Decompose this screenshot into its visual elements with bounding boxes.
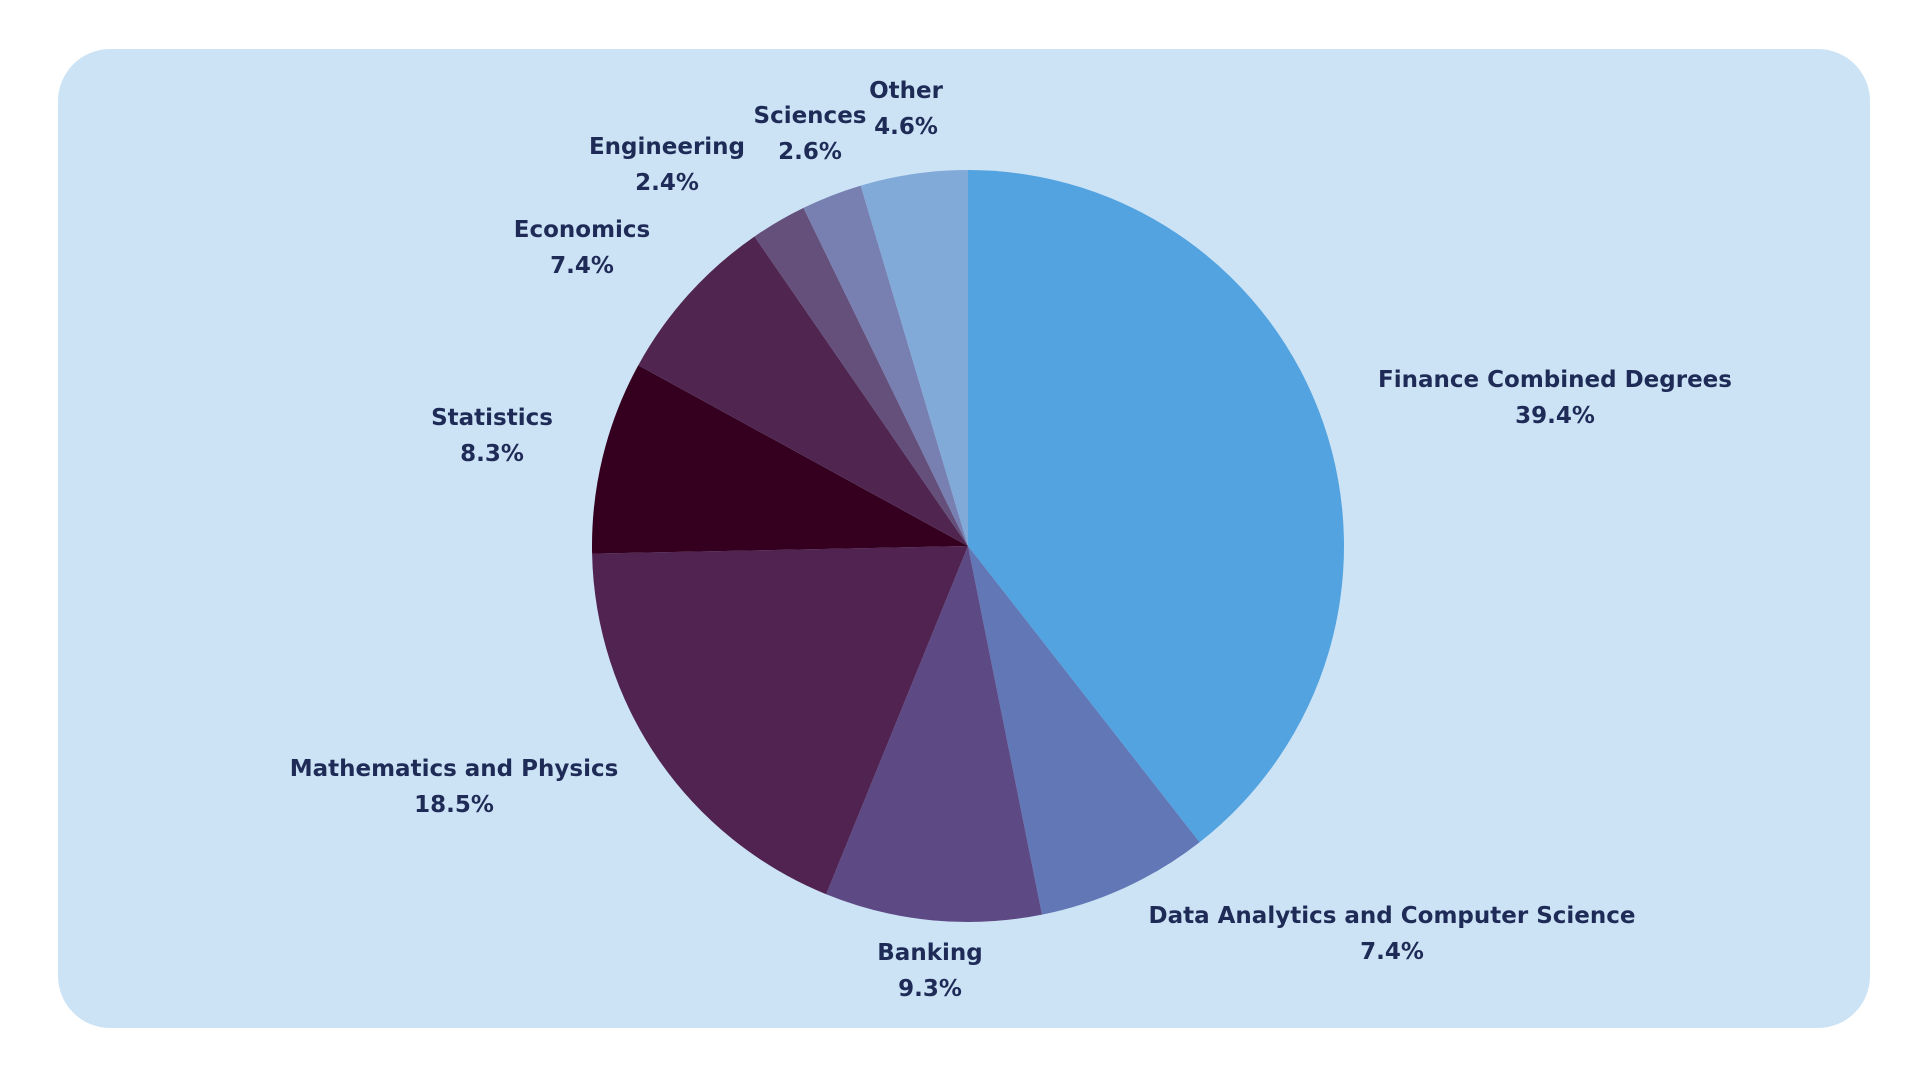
slice-value-text: 7.4% [1360,939,1424,965]
pie-slice-banking [826,546,1043,923]
slice-category-text: Finance Combined Degrees [1378,367,1732,393]
slice-value-text: 18.5% [414,792,494,818]
slice-label-sciences: Sciences 2.6% [754,103,867,165]
pie-slice-other [860,170,968,546]
pie-slice-economics [638,236,968,546]
slice-value-text: 7.4% [550,253,614,279]
slice-label-statistics: Statistics 8.3% [431,405,553,467]
slice-label-other: Other 4.6% [869,78,944,140]
pie-labels: Finance Combined Degrees 39.4% Data Analyt… [290,78,1732,1002]
pie-slice-finance-combined-degrees [968,170,1344,843]
pie-slice-engineering [754,207,968,547]
slice-value-text: 2.6% [778,139,842,165]
slice-category-text: Engineering [589,134,745,160]
slice-category-text: Sciences [754,103,867,129]
slice-category-text: Banking [877,940,982,966]
slice-category-text: Other [869,78,944,104]
pie-slice-data-analytics-and-computer-science [968,546,1200,915]
slice-label-engineering: Engineering 2.4% [589,134,745,196]
slice-category-text: Statistics [431,405,553,431]
pie-slice-mathematics-and-physics [592,546,968,895]
pie-slices [592,170,1344,923]
slice-label-data-analytics-and-computer-science: Data Analytics and Computer Science 7.4% [1149,903,1636,965]
pie-slice-statistics [592,365,968,554]
slice-label-banking: Banking 9.3% [877,940,982,1002]
slice-label-mathematics-and-physics: Mathematics and Physics 18.5% [290,756,619,818]
pie-slice-sciences [803,185,968,546]
slice-value-text: 9.3% [898,976,962,1002]
slice-value-text: 4.6% [874,114,938,140]
slice-label-finance-combined-degrees: Finance Combined Degrees 39.4% [1378,367,1732,429]
slice-category-text: Economics [514,217,651,243]
slice-category-text: Data Analytics and Computer Science [1149,903,1636,929]
slice-category-text: Mathematics and Physics [290,756,619,782]
slice-value-text: 39.4% [1515,403,1595,429]
slice-value-text: 8.3% [460,441,524,467]
slice-value-text: 2.4% [635,170,699,196]
slice-label-economics: Economics 7.4% [514,217,651,279]
